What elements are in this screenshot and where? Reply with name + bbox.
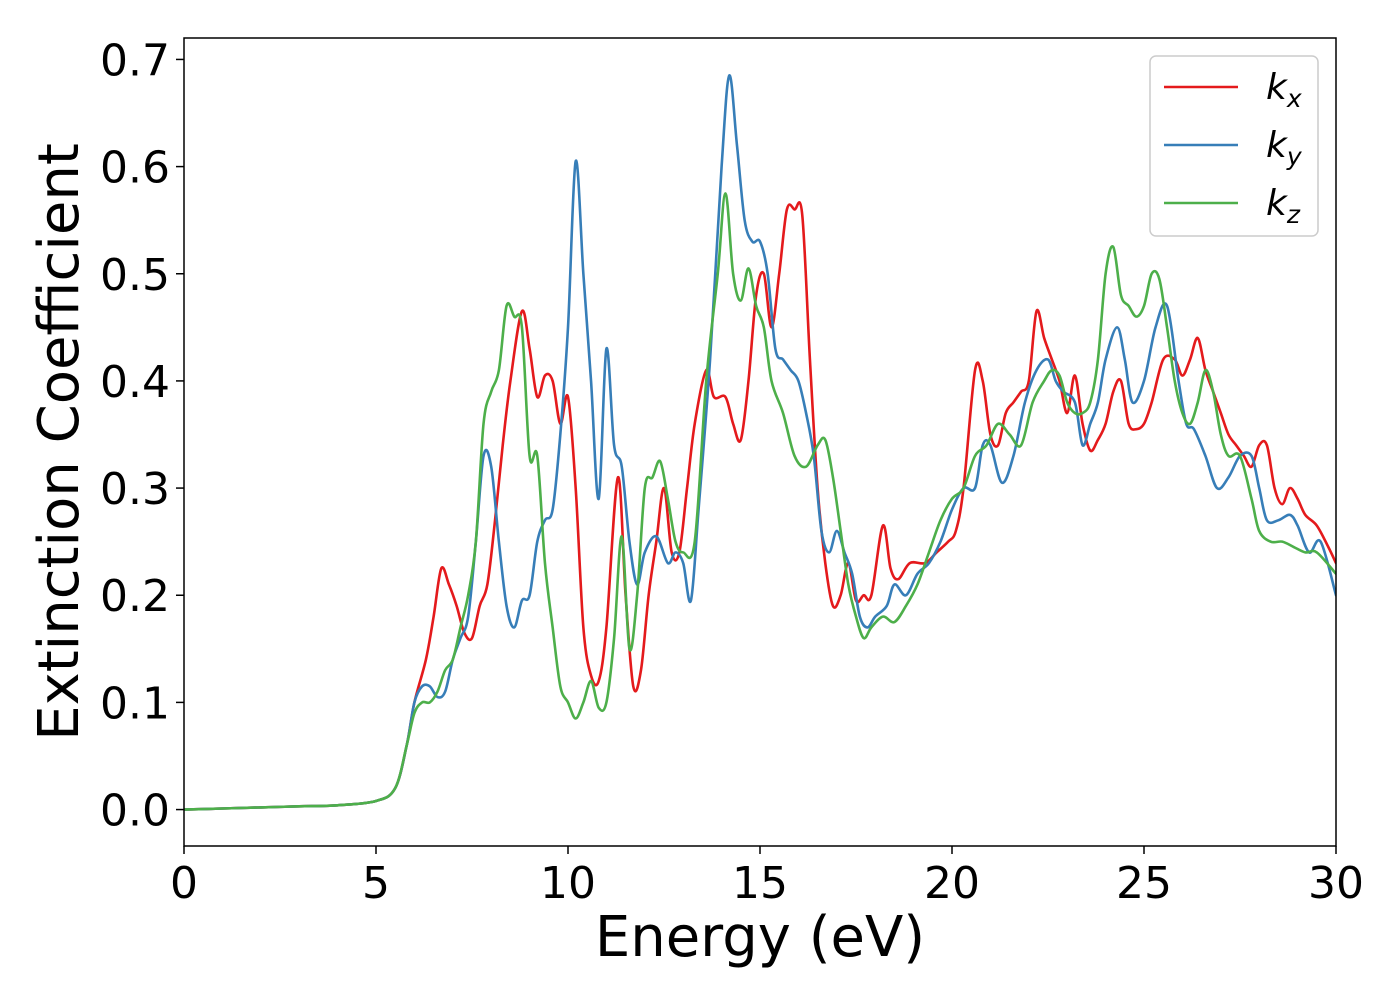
y-tick-label: 0.3 [100,464,170,515]
x-tick-label: 5 [362,858,390,909]
x-tick-label: 30 [1308,858,1364,909]
legend-label-subscript: y [1286,142,1303,171]
legend-label-base: k [1266,67,1289,108]
x-tick-label: 25 [1116,858,1172,909]
y-axis-title: Extinction Coefficient [27,143,92,741]
x-axis-title: Energy (eV) [595,905,925,970]
y-tick-label: 0.7 [100,35,170,86]
x-axis: 0 5 10 15 20 25 30 [170,846,1364,909]
series-layer [184,74,1336,811]
legend-label-subscript: z [1286,200,1301,229]
y-tick-label: 0.4 [100,357,170,408]
y-tick-label: 0.1 [100,678,170,729]
x-tick-label: 20 [924,858,980,909]
series-line-z [184,192,1336,811]
legend-label-x: kx [1266,67,1302,113]
legend-label-z: kz [1266,183,1301,229]
legend-label-base: k [1266,183,1289,224]
legend-label-subscript: x [1286,84,1302,113]
x-tick-label: 0 [170,858,198,909]
y-tick-label: 0.5 [100,250,170,301]
y-tick-label: 0.0 [100,786,170,837]
y-tick-label: 0.6 [100,143,170,194]
x-tick-label: 15 [732,858,788,909]
x-tick-label: 10 [540,858,596,909]
y-axis: 0.0 0.1 0.2 0.3 0.4 0.5 0.6 0.7 [100,35,184,837]
legend-label-y: ky [1266,125,1303,171]
legend-label-base: k [1266,125,1289,166]
y-tick-label: 0.2 [100,571,170,622]
series-line-y [184,74,1336,811]
